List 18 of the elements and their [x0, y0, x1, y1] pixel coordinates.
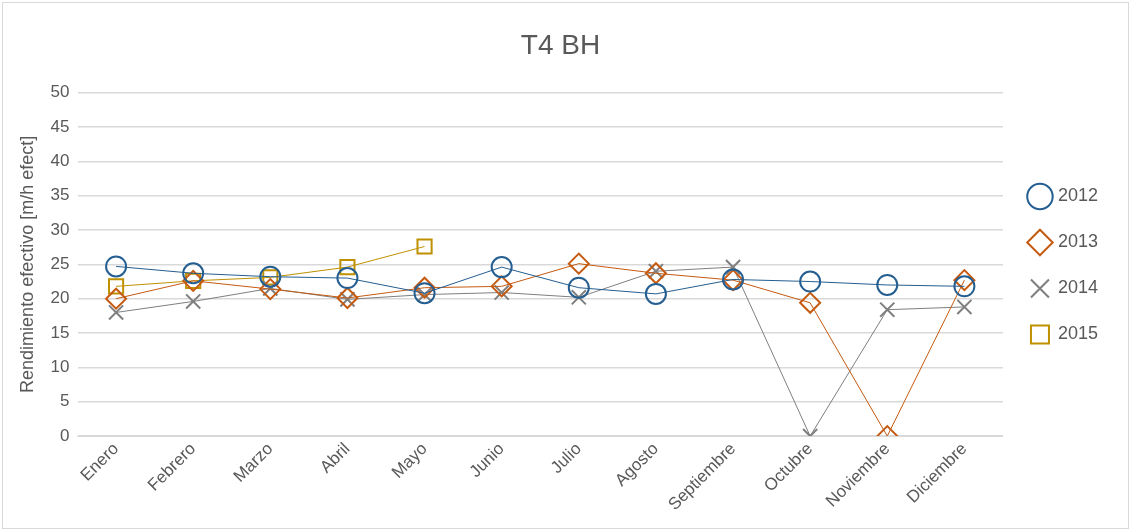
- y-axis-title: Rendimiento efectivo [m/h efect]: [16, 135, 37, 393]
- y-tick-label: 40: [50, 150, 70, 170]
- y-tick-label: 45: [50, 116, 70, 136]
- legend-label: 2012: [1057, 185, 1098, 206]
- legend-label: 2014: [1057, 277, 1098, 298]
- y-tick-label: 30: [50, 219, 70, 239]
- y-tick-label: 15: [50, 322, 70, 342]
- x-tick-label: Julio: [546, 439, 585, 478]
- chart-title: T4 BH: [520, 28, 601, 60]
- legend-label: 2015: [1057, 323, 1098, 344]
- y-tick-label: 10: [50, 357, 70, 377]
- y-tick-label: 0: [60, 425, 70, 445]
- y-tick-label: 5: [60, 391, 70, 411]
- y-tick-label: 25: [50, 254, 70, 274]
- legend-label: 2013: [1057, 231, 1098, 252]
- y-tick-label: 20: [50, 288, 70, 308]
- y-tick-label: 35: [50, 185, 70, 205]
- y-tick-label: 50: [50, 82, 70, 102]
